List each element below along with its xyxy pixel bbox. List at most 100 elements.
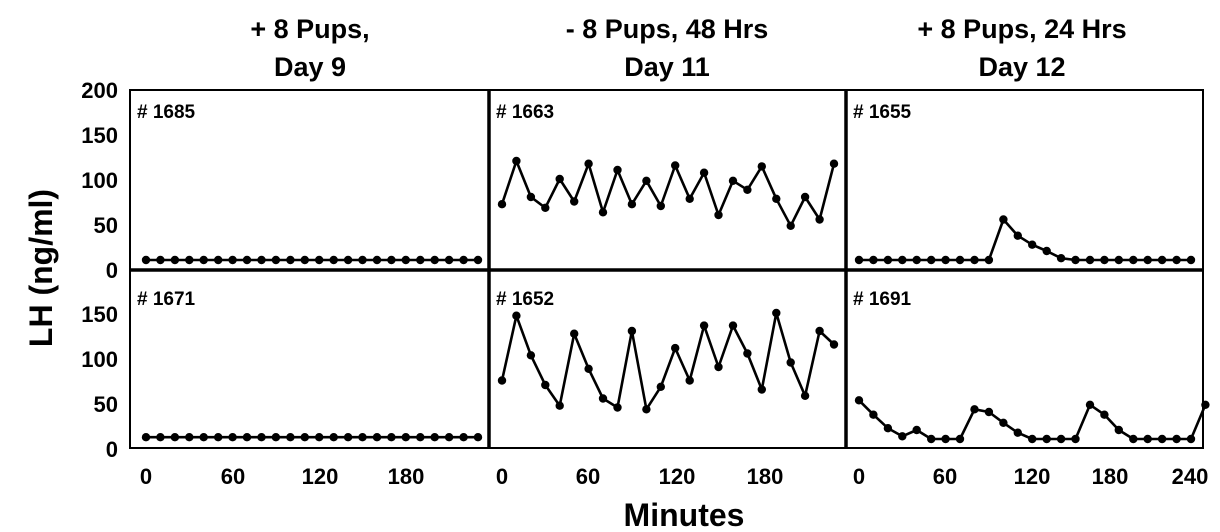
data-point-1663-10 [642,176,651,185]
data-point-1663-1 [512,156,521,166]
data-point-1691-6 [941,434,950,444]
column-2-title-line1: - 8 Pups, 48 Hrs [566,14,769,44]
data-point-1652-0 [497,376,507,385]
column-1-title-line2: Day 9 [274,52,346,82]
data-point-1671-2 [170,433,180,442]
data-point-1671-5 [214,433,223,442]
animal-id-1652: # 1652 [496,289,554,310]
data-point-1671-11 [300,433,309,442]
x-tick-col2-120: 120 [659,464,696,489]
data-point-1652-1 [512,311,521,320]
data-point-1691-7 [955,434,965,444]
data-point-1685-6 [228,255,237,265]
data-point-1652-11 [656,382,665,391]
data-point-1652-6 [584,364,593,373]
data-point-1655-21 [1157,255,1167,265]
data-point-1663-15 [714,210,723,220]
y-tick-bottom-100: 100 [81,347,118,372]
data-point-1655-23 [1186,255,1196,265]
series-line-1652 [500,311,835,411]
data-point-1663-8 [613,165,622,175]
data-point-1652-16 [728,321,738,330]
data-point-1652-2 [526,351,536,360]
data-point-1663-6 [584,159,593,168]
data-point-1671-17 [387,433,396,442]
data-point-1685-0 [141,255,151,265]
data-point-1671-12 [315,433,324,442]
data-point-1655-20 [1143,255,1152,265]
y-tick-top-50: 50 [94,213,118,238]
data-point-1663-19 [772,194,781,203]
data-point-1671-3 [185,433,194,442]
data-point-1663-18 [757,162,766,171]
data-point-1655-10 [999,215,1008,224]
data-point-1663-11 [656,201,665,211]
data-point-1652-20 [786,358,795,367]
data-point-1691-23 [1186,434,1196,444]
x-tick-col3-180: 180 [1092,464,1129,489]
series-line-1663 [500,159,836,228]
data-point-1685-14 [343,255,353,265]
data-point-1655-9 [984,255,994,265]
data-point-1671-20 [430,433,439,442]
data-point-1685-12 [315,255,324,265]
data-point-1671-14 [343,433,353,442]
data-point-1663-5 [570,197,579,206]
animal-id-1685: # 1685 [137,102,196,123]
data-point-1671-21 [444,433,454,442]
x-axis-title: Minutes [624,497,745,532]
data-point-1652-7 [598,394,608,403]
data-point-1652-5 [570,329,579,338]
data-point-1655-1 [869,255,878,265]
data-point-1663-13 [685,194,694,203]
x-tick-col1-0: 0 [140,464,152,489]
data-point-1655-4 [912,255,921,265]
data-point-1685-9 [271,255,281,265]
data-point-1685-5 [214,255,223,265]
data-point-1685-4 [199,255,208,265]
data-point-1685-11 [300,255,309,265]
data-point-1655-3 [898,255,907,265]
data-point-1652-23 [829,340,839,349]
animal-id-1691: # 1691 [853,289,912,310]
data-point-1685-17 [387,255,396,265]
data-point-1663-20 [786,221,795,230]
data-point-1685-18 [401,255,410,265]
data-point-1663-0 [497,200,507,209]
data-point-1663-12 [671,161,680,170]
data-point-1685-22 [459,255,468,265]
data-point-1652-12 [671,343,680,353]
y-tick-top-150: 150 [81,123,118,148]
data-point-1652-3 [541,380,550,390]
data-point-1655-16 [1085,255,1095,265]
data-point-1691-17 [1100,410,1109,419]
data-point-1663-17 [743,185,752,194]
x-tick-col3-240: 240 [1172,464,1209,489]
data-point-1652-19 [772,308,781,318]
data-point-1663-21 [800,192,810,202]
data-point-1663-3 [541,203,550,212]
data-point-1671-13 [329,433,338,442]
data-point-1685-3 [185,255,194,265]
data-point-1691-16 [1085,400,1095,409]
data-point-1691-24 [1201,400,1210,409]
column-3-title-line2: Day 12 [978,52,1065,82]
animal-id-1671: # 1671 [137,289,196,310]
y-tick-top-0: 0 [106,258,118,283]
data-point-1671-15 [358,433,367,442]
data-point-1685-19 [416,255,425,265]
data-point-1671-7 [242,433,252,442]
data-point-1691-9 [984,407,994,417]
data-point-1691-20 [1143,434,1152,444]
animal-id-1655: # 1655 [853,102,912,123]
data-point-1685-13 [329,255,338,265]
data-point-1663-14 [699,168,709,177]
x-tick-col1-60: 60 [221,464,245,489]
x-tick-col3-60: 60 [933,464,957,489]
animal-id-1663: # 1663 [496,102,554,123]
data-point-1691-8 [970,405,979,414]
data-point-1655-15 [1071,255,1080,265]
data-point-1671-1 [156,433,165,442]
y-tick-top-100: 100 [81,168,118,193]
data-point-1691-0 [854,396,864,405]
